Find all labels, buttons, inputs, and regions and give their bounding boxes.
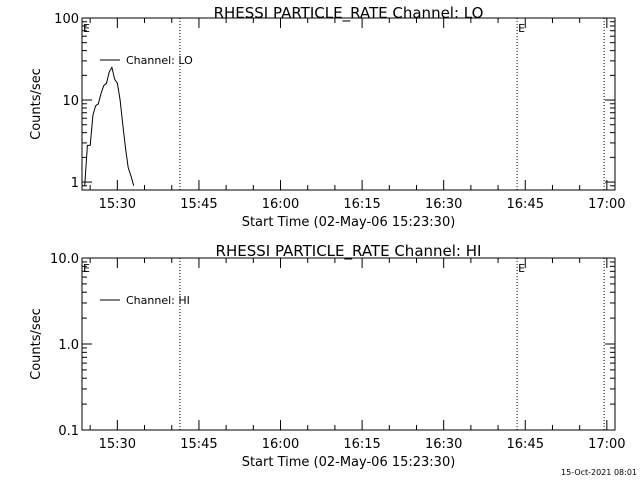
corner-event-label: E	[83, 262, 90, 275]
chart-title: RHESSI PARTICLE_RATE Channel: LO	[214, 4, 484, 23]
x-tick-label: 16:30	[425, 197, 462, 212]
x-axis-label: Start Time (02-May-06 15:23:30)	[242, 215, 456, 230]
chart-panel-1: RHESSI PARTICLE_RATE Channel: LO Counts/s…	[29, 4, 626, 230]
y-tick-label: 1.0	[58, 338, 79, 353]
x-tick-label: 16:30	[425, 437, 462, 452]
plot-frame	[81, 17, 616, 191]
y-axis-label: Counts/sec	[29, 68, 44, 140]
x-tick-label: 16:45	[507, 437, 544, 452]
event-marker-label: E	[518, 22, 525, 35]
y-tick-label: 10	[62, 94, 79, 109]
x-tick-label: 15:45	[180, 437, 217, 452]
y-tick-label: 0.1	[58, 424, 79, 439]
series-line	[84, 66, 135, 186]
x-tick-label: 16:15	[343, 437, 380, 452]
x-tick-label: 16:00	[262, 197, 299, 212]
y-tick-label: 10.0	[50, 252, 79, 267]
x-axis-label: Start Time (02-May-06 15:23:30)	[242, 455, 456, 470]
x-tick-label: 17:00	[588, 197, 625, 212]
chart-panel-2: RHESSI PARTICLE_RATE Channel: HI Counts/s…	[29, 242, 626, 470]
x-tick-label: 15:30	[99, 437, 136, 452]
legend-label: Channel: HI	[126, 294, 190, 307]
x-tick-label: 16:15	[343, 197, 380, 212]
event-marker-label: E	[518, 262, 525, 275]
x-tick-label: 17:00	[588, 437, 625, 452]
y-tick-label: 100	[54, 12, 79, 27]
legend-label: Channel: LO	[126, 54, 193, 67]
y-axis-label: Counts/sec	[29, 308, 44, 380]
chart-title: RHESSI PARTICLE_RATE Channel: HI	[216, 242, 482, 261]
x-tick-label: 15:30	[99, 197, 136, 212]
x-tick-label: 16:00	[262, 437, 299, 452]
y-tick-label: 1	[71, 176, 79, 191]
x-tick-label: 15:45	[180, 197, 217, 212]
corner-event-label: E	[83, 22, 90, 35]
footer-timestamp: 15-Oct-2021 08:01	[561, 468, 637, 477]
x-tick-label: 16:45	[507, 197, 544, 212]
plot-frame	[81, 257, 616, 431]
